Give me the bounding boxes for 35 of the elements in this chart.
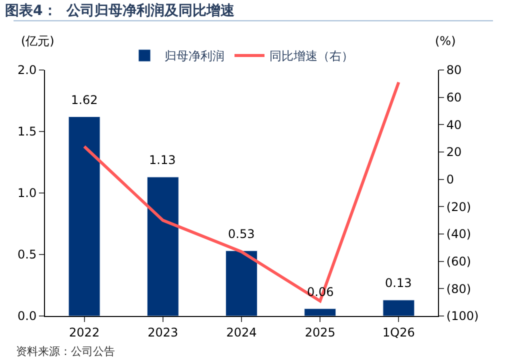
y-tick-label: 1.0 [18, 186, 37, 200]
legend-label: 同比增速（右） [270, 49, 354, 64]
x-tick-label: 2025 [304, 325, 336, 340]
bar [146, 176, 179, 316]
x-tick-label: 2024 [226, 325, 257, 340]
y2-tick-label: 60 [446, 90, 462, 105]
bar [226, 250, 258, 316]
y2-tick-label: 0 [446, 172, 454, 187]
y2-tick-label: (100) [446, 309, 479, 324]
y-axis-title: (亿元) [21, 34, 54, 48]
x-tick-label: 2022 [69, 325, 100, 340]
data-label: 1.62 [71, 93, 98, 107]
x-tick-label: 2023 [148, 325, 178, 340]
bar [304, 308, 336, 316]
y-tick-label: 0.0 [18, 309, 37, 324]
legend-label: 归母净利润 [164, 49, 224, 64]
y2-axis-title: (%) [435, 34, 456, 48]
y-tick-label: 2.0 [18, 63, 37, 78]
y2-tick-label: (20) [446, 200, 472, 214]
data-label: 1.13 [149, 153, 176, 167]
bar [382, 300, 415, 316]
y-tick-label: 1.5 [18, 124, 37, 139]
y2-tick-label: (60) [446, 254, 472, 269]
x-tick-label: 1Q26 [382, 325, 415, 340]
text: 资料来源：公司公告 [16, 345, 115, 358]
data-label: 0.13 [385, 276, 412, 290]
chart-title: 图表4： 公司归母净利润及同比增速 [5, 2, 236, 20]
y2-tick-label: 40 [446, 118, 462, 132]
y2-tick-label: (40) [446, 227, 472, 242]
y-tick-label: 0.5 [18, 248, 37, 262]
data-label: 0.53 [228, 227, 255, 241]
y2-tick-label: 80 [446, 63, 462, 78]
y2-tick-label: (80) [446, 282, 472, 296]
bar [68, 116, 100, 316]
y2-tick-label: 20 [446, 145, 462, 160]
